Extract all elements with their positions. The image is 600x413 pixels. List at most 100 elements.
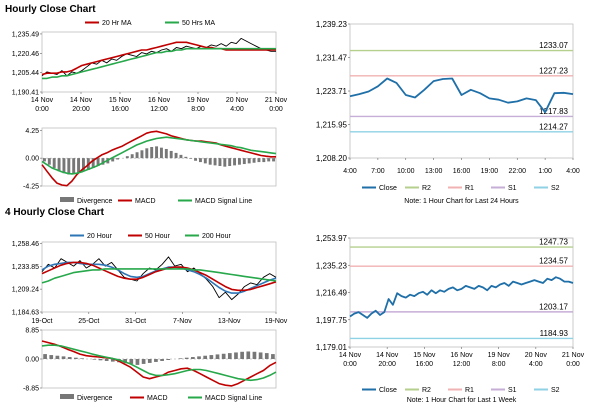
hourly-macd-divergence-bar (135, 152, 139, 159)
four-hourly-close-x-tick: 20 Nov 4:00 (525, 352, 548, 368)
hourly-close-series-close (349, 77, 574, 114)
hourly-close-x-tick: 7:00 (371, 168, 385, 175)
four-hourly-macd-divergence-bar (98, 359, 103, 361)
hourly-macd-divergence-bar (213, 158, 217, 166)
hourly-ma-series-20-hr-ma (41, 41, 276, 76)
four-hourly-macd-divergence-bar (234, 352, 238, 359)
hourly-macd-divergence-bar (72, 158, 76, 174)
hourly-macd-divergence-bar (42, 158, 46, 162)
four-hourly-ma-legend-0: 20 Hour (87, 233, 113, 240)
four-hourly-macd-divergence-bar (227, 353, 232, 359)
hourly-macd-divergence-bar (169, 150, 173, 159)
hourly-close-y-tick: 1,239.23 (316, 20, 348, 29)
four-hourly-macd-divergence-bar (166, 359, 171, 360)
hourly-ma-legend-0: 20 Hr MA (102, 20, 132, 27)
hourly-close-y-tick: 1,223.71 (316, 87, 348, 96)
four-hourly-macd-y-tick: -8.85 (23, 386, 39, 393)
hourly-macd-divergence-bar (77, 158, 81, 173)
hourly-macd-divergence-bar (81, 158, 85, 172)
hourly-ma-x-tick: 19 Nov 8:00 (187, 97, 210, 113)
four-hourly-ma-x-tick: 25-Oct (78, 318, 99, 325)
four-hourly-macd-divergence-bar (141, 359, 146, 364)
four-hourly-close-level-r1-label: 1234.57 (539, 257, 568, 266)
hourly-close-x-tick: 1:00 (538, 168, 552, 175)
four-hourly-close-legend-3: S1 (508, 387, 517, 394)
four-hourly-macd-divergence-bar (110, 359, 115, 362)
four-hourly-macd-divergence-bar (246, 351, 251, 359)
hourly-macd-frame (41, 127, 277, 187)
hourly-macd-divergence-bar (164, 148, 168, 159)
four-hourly-macd-divergence-bar (191, 357, 195, 359)
hourly-section-title: Hourly Close Chart (5, 4, 96, 15)
four-hourly-macd-series-macd (41, 340, 277, 387)
hourly-close-legend-2: R1 (465, 185, 474, 192)
hourly-ma-legend-1: 50 Hrs MA (182, 20, 215, 27)
four-hourly-macd-divergence-bar (92, 359, 97, 360)
four-hourly-close-y-tick: 1,235.23 (316, 261, 348, 270)
four-hourly-ma-series-20-hour (41, 261, 277, 294)
hourly-macd-divergence-bar (57, 158, 61, 172)
hourly-macd-y-tick: 4.25 (25, 128, 39, 135)
hourly-close-x-tick: 10:00 (397, 168, 415, 175)
hourly-macd-divergence-bar (150, 147, 154, 159)
four-hourly-ma-y-tick: 1,184.63 (12, 310, 39, 317)
hourly-macd-divergence-bar (194, 158, 198, 161)
hourly-ma-x-tick: 15 Nov 16:00 (109, 97, 132, 113)
hourly-macd-divergence-bar (174, 152, 178, 159)
four-hourly-ma-frame (41, 241, 277, 313)
hourly-close-note: Note: 1 Hour Chart for Last 24 Hours (404, 198, 519, 205)
hourly-ma-x-tick: 16 Nov 12:00 (148, 97, 171, 113)
hourly-macd-legend-0: Divergence (77, 198, 113, 205)
hourly-macd-divergence-bar (237, 158, 241, 165)
four-hourly-close-note: Note: 1 Hour Chart for Last 1 Week (407, 397, 517, 404)
four-hourly-ma-y-tick: 1,209.24 (12, 287, 39, 294)
hourly-close-x-tick: 16:00 (453, 168, 471, 175)
four-hourly-macd-divergence-bar (74, 357, 78, 359)
four-hourly-macd-y-tick: 0.00 (25, 357, 39, 364)
four-hourly-macd-divergence-bar (221, 353, 226, 359)
hourly-close-x-tick: 4:00 (343, 168, 357, 175)
hourly-ma-y-tick: 1,205.44 (12, 70, 39, 77)
hourly-close-y-tick: 1,208.20 (316, 154, 348, 163)
hourly-macd-divergence-bar (267, 158, 271, 162)
hourly-macd-divergence-bar (198, 158, 202, 163)
hourly-ma-series-50-hrs-ma (42, 47, 276, 80)
hourly-close-x-tick: 13:00 (425, 168, 443, 175)
four-hourly-macd-divergence-bar (184, 357, 189, 359)
four-hourly-macd-legend-1: MACD (147, 395, 168, 402)
four-hourly-macd-divergence-bar (178, 358, 183, 359)
four-hourly-ma-y-tick: 1,233.85 (12, 264, 39, 271)
hourly-macd-divergence-bar (228, 158, 232, 167)
hourly-macd-divergence-bar (184, 156, 188, 159)
hourly-close-x-tick: 4:00 (566, 168, 580, 175)
four-hourly-close-x-tick: 16 Nov 12:00 (450, 352, 473, 368)
hourly-close-level-r1-label: 1227.23 (539, 66, 568, 75)
four-hourly-macd-divergence-bar (154, 359, 158, 362)
hourly-ma-frame (41, 31, 277, 93)
hourly-macd-divergence-bar (145, 148, 149, 159)
four-hourly-macd-divergence-bar (147, 359, 152, 363)
hourly-macd-divergence-bar (62, 158, 66, 174)
hourly-macd-legend-divergence-swatch (60, 197, 74, 202)
hourly-macd-divergence-bar (233, 158, 237, 166)
hourly-macd-divergence-bar (125, 156, 129, 159)
four-hourly-macd-legend-2: MACD Signal Line (205, 395, 262, 402)
four-hourly-close-x-tick: 15 Nov 16:00 (413, 352, 436, 368)
four-hourly-ma-y-tick: 1,258.46 (12, 241, 39, 248)
four-hourly-close-legend-2: R1 (465, 387, 474, 394)
four-hourly-macd-divergence-bar (264, 353, 269, 359)
hourly-macd-series-macd-signal-line (41, 136, 277, 175)
hourly-macd-divergence-bar (242, 158, 246, 165)
four-hourly-ma-legend-1: 50 Hour (145, 233, 171, 240)
four-hourly-close-y-tick: 1,197.75 (316, 316, 348, 325)
four-hourly-close-y-tick: 1,216.49 (316, 289, 348, 298)
hourly-ma-series-price (41, 37, 276, 77)
hourly-close-legend-4: S2 (551, 185, 560, 192)
four-hourly-macd-divergence-bar (104, 359, 109, 361)
hourly-macd-divergence-bar (252, 158, 256, 163)
four-hourly-macd-series-macd-signal-line (41, 344, 277, 382)
four-hourly-macd-divergence-bar (258, 352, 263, 359)
four-hourly-ma-x-tick: 31-Oct (125, 318, 146, 325)
four-hourly-macd-divergence-bar (252, 351, 257, 359)
